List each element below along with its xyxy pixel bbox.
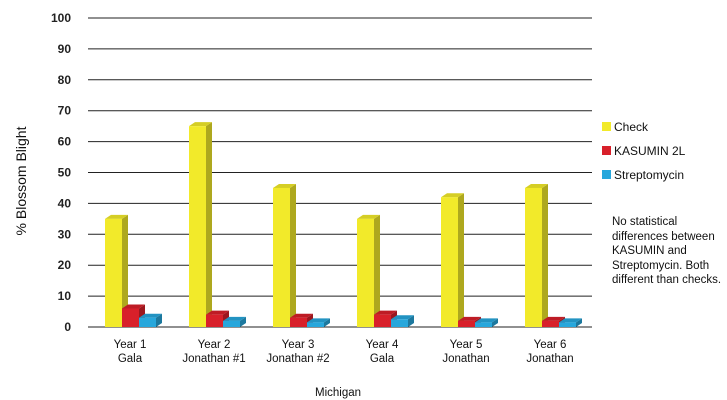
y-tick-label: 80 [58, 73, 72, 87]
legend-label: Check [614, 120, 649, 134]
y-axis-label: % Blossom Blight [13, 126, 29, 235]
x-category-label: Year 6 Jonathan [526, 339, 573, 365]
x-axis-label: Michigan [315, 387, 361, 399]
y-tick-label: 90 [58, 42, 72, 56]
y-tick-label: 30 [58, 227, 72, 241]
legend-swatch [602, 170, 611, 179]
y-tick-label: 40 [58, 196, 72, 210]
legend-item: Check [602, 120, 649, 134]
x-category-label: Year 1 Gala [114, 339, 147, 365]
y-tick-label: 0 [64, 320, 71, 334]
y-tick-label: 70 [58, 104, 72, 118]
x-category-label: Year 5 Jonathan [442, 339, 489, 365]
legend: Check KASUMIN 2L Streptomycin [602, 120, 686, 182]
x-category-label: Year 2 Jonathan #1 [182, 339, 245, 365]
bar [525, 183, 548, 327]
y-axis-ticks: 0 10 20 30 40 50 60 70 80 90 100 [51, 11, 71, 334]
x-category-label: Year 3 Jonathan #2 [266, 339, 329, 365]
chart-annotation: No statistical differences between KASUM… [612, 216, 722, 286]
bar [105, 214, 128, 327]
legend-label: Streptomycin [614, 168, 684, 182]
bar [559, 318, 582, 327]
legend-swatch [602, 146, 611, 155]
legend-swatch [602, 122, 611, 131]
x-category-label: Year 4 Gala [366, 339, 399, 365]
bar [139, 313, 162, 327]
bar [307, 318, 330, 327]
y-tick-label: 100 [51, 11, 71, 25]
bar [391, 315, 414, 327]
y-tick-label: 10 [58, 289, 72, 303]
y-tick-label: 50 [58, 166, 72, 180]
bars [105, 122, 582, 328]
bar [189, 122, 212, 328]
gridlines [88, 17, 592, 328]
legend-item: Streptomycin [602, 168, 684, 182]
x-axis-categories: Year 1 Gala Year 2 Jonathan #1 Year 3 Jonatha… [114, 339, 574, 365]
y-tick-label: 20 [58, 258, 72, 272]
y-tick-label: 60 [58, 135, 72, 149]
bar [273, 183, 296, 327]
bar [441, 193, 464, 327]
bar [475, 318, 498, 327]
bar [357, 214, 380, 327]
bar [223, 316, 246, 327]
legend-item: KASUMIN 2L [602, 144, 686, 158]
legend-label: KASUMIN 2L [614, 144, 686, 158]
